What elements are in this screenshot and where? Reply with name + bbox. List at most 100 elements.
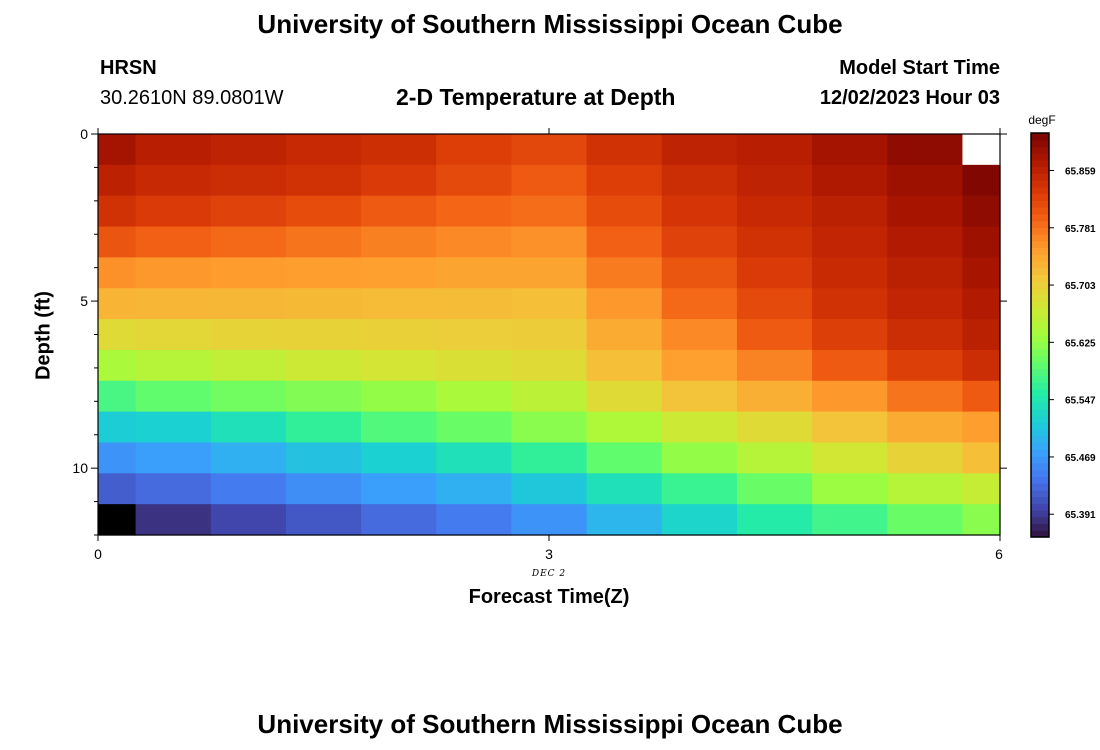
colorbar-segment [1031,328,1049,336]
heatmap-cell [210,288,287,320]
colorbar-segment [1031,133,1049,141]
heatmap-cell [285,473,362,505]
heatmap-cell [511,288,588,320]
heatmap-cell [661,288,738,320]
heatmap-cell [962,134,1001,166]
heatmap-cell [285,504,362,536]
colorbar-segment [1031,308,1049,316]
colorbar-segment [1031,375,1049,383]
colorbar-segment [1031,294,1049,302]
heatmap-cell [887,226,964,258]
heatmap-cell [361,195,437,228]
heatmap-cell [210,257,287,289]
heatmap-cell [736,319,813,351]
heatmap-cell [511,442,588,474]
heatmap-cell [812,164,888,197]
colorbar-segment [1031,321,1049,329]
colorbar-segment [1031,489,1049,498]
heatmap-cell [812,380,888,413]
heatmap-cell [98,257,137,289]
heatmap-cell [210,349,287,382]
heatmap-cell [812,473,888,505]
heatmap-cell [736,349,813,382]
heatmap-cell [736,195,813,228]
heatmap-cell [135,442,212,474]
heatmap-cell [285,380,362,413]
colorbar-segment [1031,287,1049,296]
heatmap-cell [962,164,1001,197]
colorbar-segment [1031,462,1049,471]
heatmap-cell [661,473,738,505]
heatmap-cell [962,257,1001,289]
y-tick-label: 5 [80,293,88,309]
heatmap-cell [361,504,437,536]
heatmap-cell [135,411,212,444]
heatmap-cell [887,411,964,444]
heatmap-cell [98,504,137,536]
colorbar-segment [1031,301,1049,309]
y-axis-title: Depth (ft) [32,291,55,380]
heatmap-cell [285,226,362,258]
x-tick-label: 0 [94,546,102,562]
colorbar-segment [1031,186,1049,195]
station-name: HRSN [100,57,157,79]
heatmap-cell [98,226,137,258]
heatmap-cell [586,442,663,474]
colorbar-segment [1031,510,1049,518]
heatmap-cell [887,504,964,536]
heatmap-cell [210,134,287,166]
heatmap-cell [962,473,1001,505]
heatmap-cell [436,134,513,166]
colorbar-segment [1031,153,1049,161]
heatmap-cell [361,473,437,505]
heatmap-cell [135,473,212,505]
colorbar-segment [1031,281,1049,289]
heatmap-cell [135,349,212,382]
colorbar-segment [1031,146,1049,154]
colorbar-segment [1031,422,1049,430]
heatmap-cell [586,257,663,289]
heatmap-cell [736,442,813,474]
heatmap-cell [586,380,663,413]
colorbar-segment [1031,409,1049,417]
heatmap-cell [98,134,137,166]
heatmap-cell [962,319,1001,351]
heatmap-cell [586,473,663,505]
heatmap-cell [736,226,813,258]
x-axis-title: Forecast Time(Z) [468,586,630,608]
heatmap-cell [210,319,287,351]
colorbar-segment [1031,159,1049,168]
colorbar-segment [1031,166,1049,174]
colorbar-segment [1031,415,1049,424]
heatmap-cell [135,257,212,289]
heatmap-cell [736,411,813,444]
colorbar-segment [1031,240,1049,249]
colorbar-segment [1031,341,1049,350]
heatmap-cell [736,504,813,536]
colorbar-segment [1031,314,1049,323]
colorbar-segment [1031,355,1049,363]
heatmap-cell [887,195,964,228]
model-start-time: 12/02/2023 Hour 03 [819,87,1000,109]
heatmap-cell [962,288,1001,320]
heatmap-cell [511,473,588,505]
heatmap-cell [887,473,964,505]
heatmap-cell [586,164,663,197]
heatmap-cell [586,195,663,228]
heatmap-cell [135,380,212,413]
heatmap-cell [736,380,813,413]
heatmap-cell [812,195,888,228]
heatmap-cell [812,442,888,474]
colorbar-segment [1031,436,1049,444]
heatmap-cell [511,380,588,413]
colorbar-segment [1031,254,1049,262]
colorbar-segment [1031,516,1049,525]
heatmap-cell [135,504,212,536]
colorbar-segment [1031,395,1049,403]
heatmap-cell [661,226,738,258]
colorbar-segment [1031,523,1049,531]
heatmap-cell [962,226,1001,258]
heatmap-cell [210,380,287,413]
heatmap-cell [812,349,888,382]
